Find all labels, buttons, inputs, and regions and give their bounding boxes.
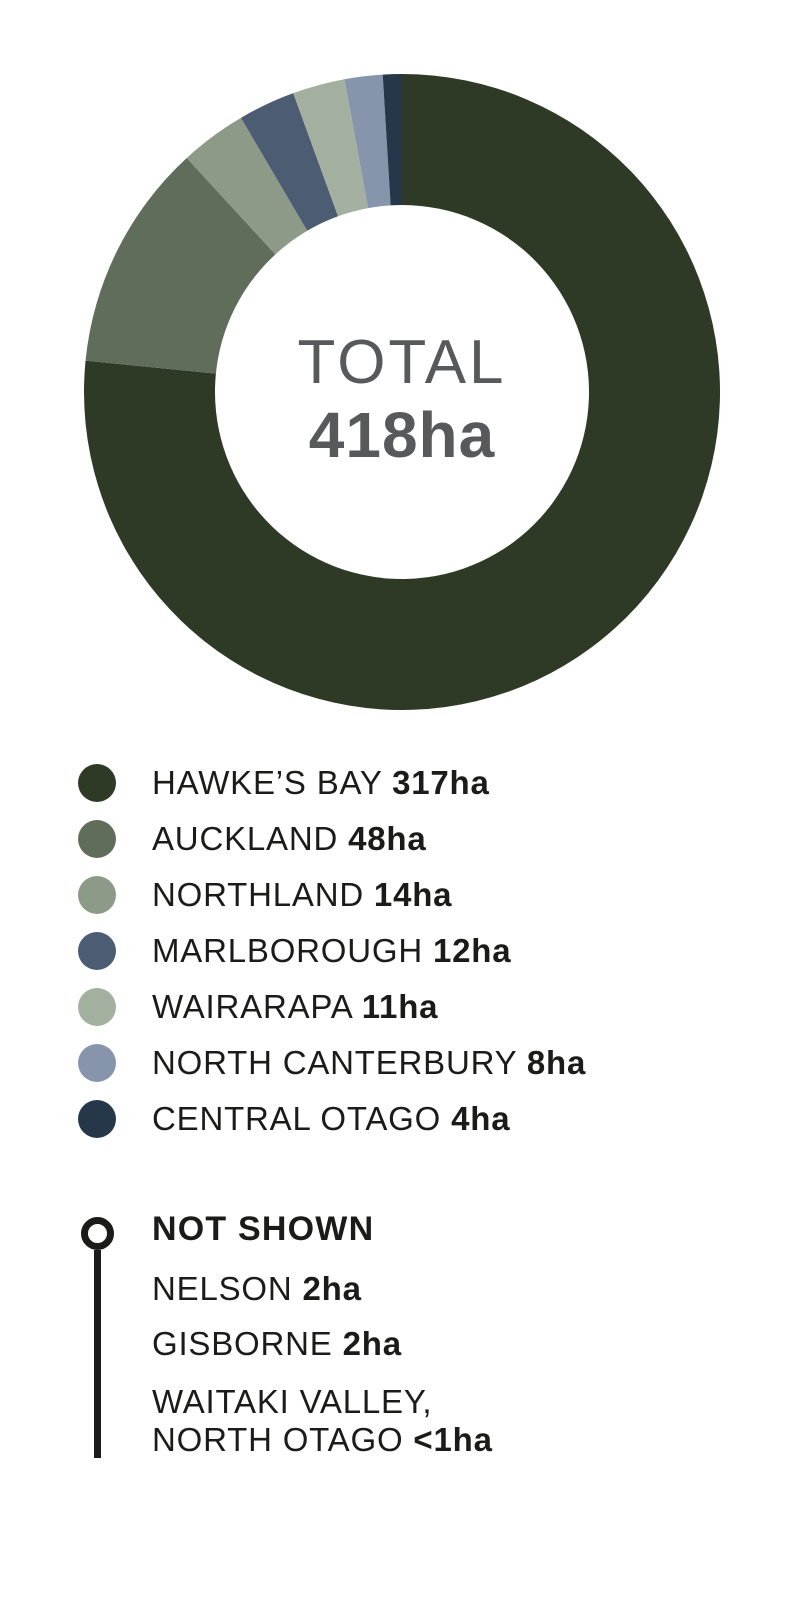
- legend-text: MARLBOROUGH 12ha: [152, 932, 511, 970]
- total-label: TOTAL: [297, 328, 507, 397]
- legend-swatch-icon: [78, 764, 116, 802]
- not-shown-item-value: 2ha: [342, 1325, 402, 1362]
- legend-value: 4ha: [451, 1100, 511, 1137]
- not-shown-marker-line: [94, 1250, 101, 1458]
- donut-slice-hawke-s-bay: [84, 74, 720, 710]
- legend-value: 12ha: [432, 932, 512, 969]
- not-shown-item-value: <1ha: [413, 1421, 493, 1458]
- not-shown-item-line: NELSON 2ha: [152, 1270, 738, 1308]
- legend-value: 48ha: [348, 820, 427, 857]
- donut-slice-central-otago: [382, 74, 402, 206]
- legend-label: NORTH CANTERBURY: [152, 1044, 527, 1081]
- legend-value: 8ha: [526, 1044, 587, 1081]
- legend-text: WAIRARAPA 11ha: [152, 988, 438, 1026]
- total-value: 418ha: [308, 399, 496, 471]
- legend-value: 317ha: [392, 764, 490, 801]
- not-shown-item-label: WAITAKI VALLEY,: [152, 1383, 433, 1420]
- not-shown-header: NOT SHOWN: [152, 1210, 375, 1248]
- donut-slice-auckland: [85, 157, 276, 374]
- legend-item: MARLBOROUGH 12ha: [78, 932, 738, 970]
- legend-item: WAIRARAPA 11ha: [78, 988, 738, 1026]
- legend-text: NORTHLAND 14ha: [152, 876, 452, 914]
- legend-swatch-icon: [78, 820, 116, 858]
- legend-text: CENTRAL OTAGO 4ha: [152, 1100, 510, 1138]
- donut-slice-northland: [186, 117, 308, 255]
- legend-item: CENTRAL OTAGO 4ha: [78, 1100, 738, 1138]
- not-shown-item-label: NORTH OTAGO: [152, 1421, 404, 1458]
- legend-item: NORTHLAND 14ha: [78, 876, 738, 914]
- donut-center-text: TOTAL 418ha: [84, 328, 720, 471]
- legend-text: HAWKE’S BAY 317ha: [152, 764, 490, 802]
- legend-item: HAWKE’S BAY 317ha: [78, 764, 738, 802]
- not-shown-item-label: GISBORNE: [152, 1325, 333, 1362]
- legend-label: MARLBOROUGH: [152, 932, 433, 969]
- not-shown-item: GISBORNE 2ha: [152, 1325, 738, 1363]
- legend-swatch-icon: [78, 932, 116, 970]
- not-shown-marker-circle-icon: [81, 1217, 114, 1250]
- not-shown-item-line: GISBORNE 2ha: [152, 1325, 738, 1363]
- donut-chart: [84, 74, 720, 710]
- legend-label: AUCKLAND: [152, 820, 349, 857]
- not-shown-text-block: NOT SHOWN NELSON 2ha GISBORNE 2ha WAITAKI …: [152, 1210, 738, 1459]
- legend-label: NORTHLAND: [152, 876, 374, 913]
- not-shown-items: NELSON 2ha GISBORNE 2ha WAITAKI VALLEY, NOR…: [152, 1270, 738, 1459]
- donut-slice-north-canterbury: [344, 74, 391, 209]
- not-shown-item-value: 2ha: [302, 1270, 362, 1307]
- legend-value: 11ha: [361, 988, 439, 1025]
- not-shown-item-label: NELSON: [152, 1270, 293, 1307]
- legend-swatch-icon: [78, 876, 116, 914]
- legend-swatch-icon: [78, 1100, 116, 1138]
- donut-slice-wairarapa: [293, 79, 369, 217]
- legend-value: 14ha: [373, 876, 453, 913]
- not-shown-item: WAITAKI VALLEY, NORTH OTAGO <1ha: [152, 1383, 738, 1459]
- legend: HAWKE’S BAY 317ha AUCKLAND 48ha NORTHLAND …: [78, 764, 738, 1156]
- legend-label: CENTRAL OTAGO: [152, 1100, 452, 1137]
- not-shown-item: NELSON 2ha: [152, 1270, 738, 1308]
- legend-item: AUCKLAND 48ha: [78, 820, 738, 858]
- legend-text: AUCKLAND 48ha: [152, 820, 427, 858]
- legend-swatch-icon: [78, 1044, 116, 1082]
- not-shown-section: NOT SHOWN NELSON 2ha GISBORNE 2ha WAITAKI …: [78, 1210, 738, 1459]
- legend-label: WAIRARAPA: [152, 988, 362, 1025]
- legend-text: NORTH CANTERBURY 8ha: [152, 1044, 586, 1082]
- donut-slice-marlborough: [240, 93, 339, 231]
- legend-item: NORTH CANTERBURY 8ha: [78, 1044, 738, 1082]
- legend-swatch-icon: [78, 988, 116, 1026]
- not-shown-item-line: NORTH OTAGO <1ha: [152, 1421, 738, 1459]
- not-shown-item-line: WAITAKI VALLEY,: [152, 1383, 738, 1421]
- legend-label: HAWKE’S BAY: [152, 764, 393, 801]
